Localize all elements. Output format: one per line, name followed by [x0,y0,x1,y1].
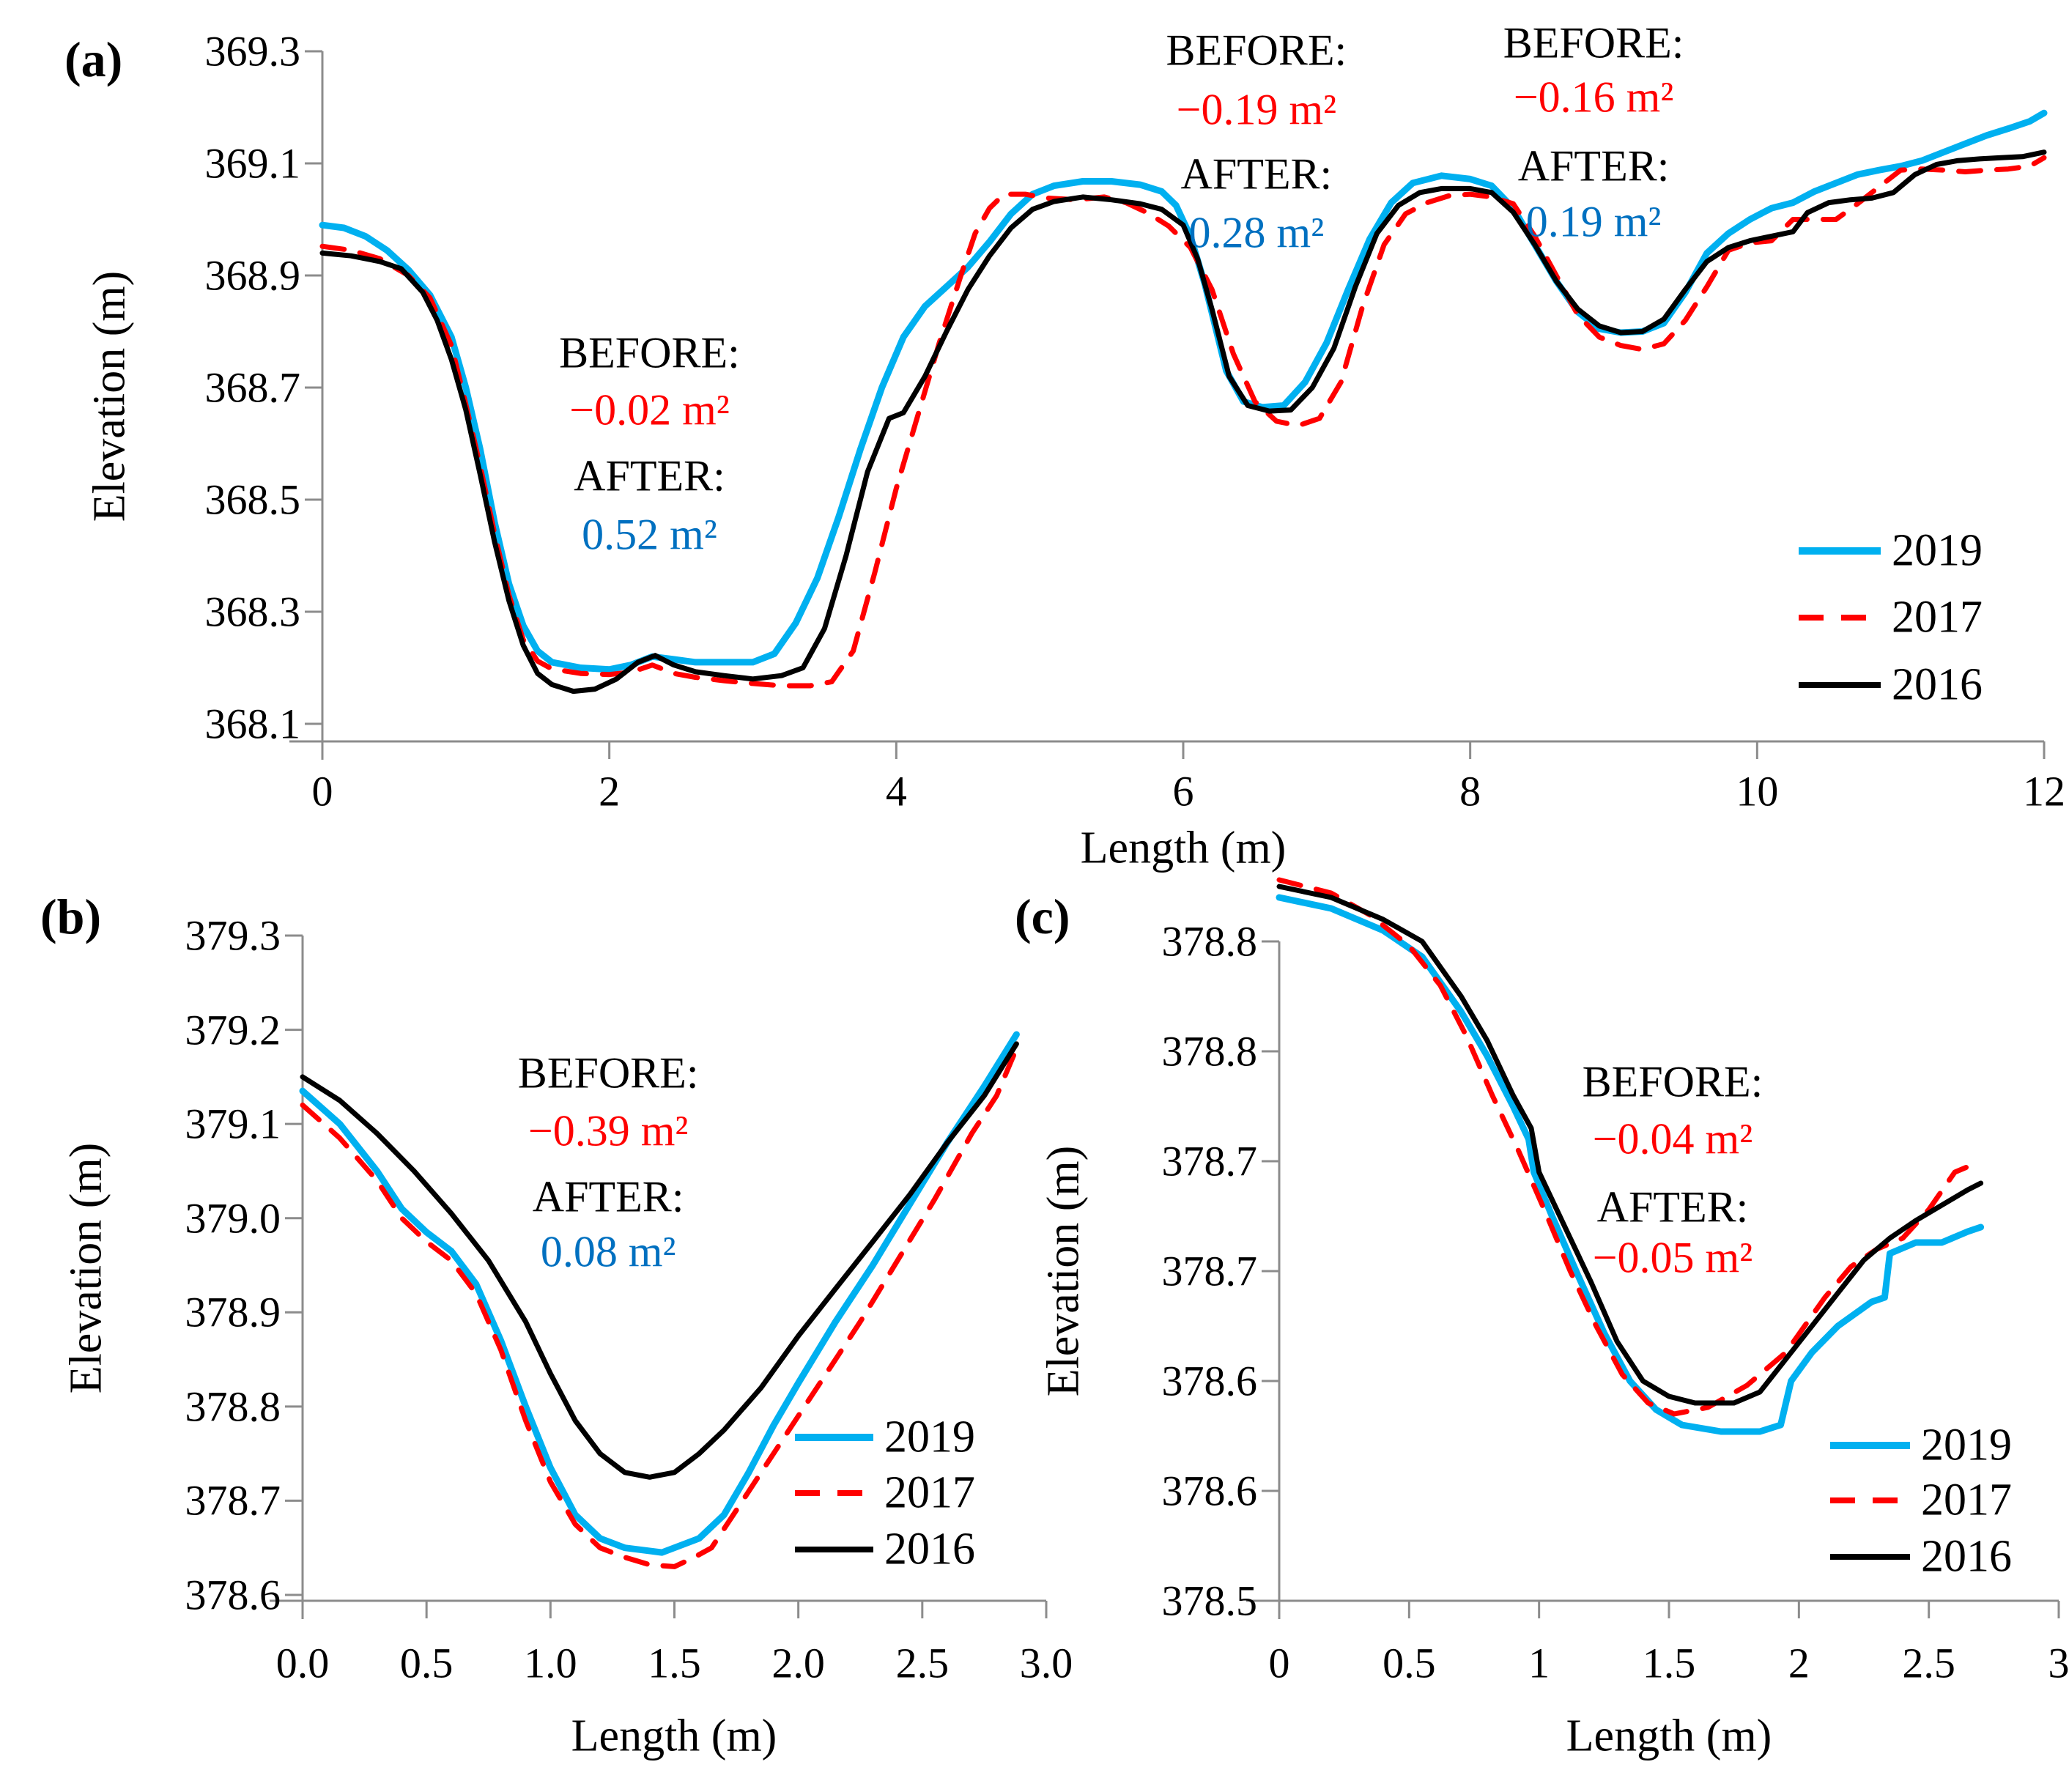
y-tick-label-b-6: 378.7 [185,1476,281,1525]
annotation-a-right-pool-line0: BEFORE: [1503,18,1684,67]
y-tick-label-c-5: 378.6 [1161,1467,1258,1515]
legend-label-2017-c: 2017 [1921,1475,2012,1525]
legend-label-2019-b: 2019 [884,1412,975,1462]
x-tick-label-b-2: 1.0 [524,1639,577,1687]
y-tick-label-a-2: 368.9 [204,251,301,300]
annotation-b-pool-line2: AFTER: [532,1172,684,1221]
series-2017-line-b [300,1045,1019,1569]
y-tick-label-b-3: 379.0 [185,1194,281,1243]
annotation-a-middle-pool-line2: AFTER: [1180,149,1333,199]
x-tick-label-b-1: 0.5 [399,1639,454,1687]
annotation-a-right-pool-line3: 0.19 m² [1525,197,1662,246]
legend-label-2019-c: 2019 [1921,1420,2012,1470]
x-tick-label-b-6: 3.0 [1019,1639,1073,1687]
x-tick-label-b-5: 2.5 [895,1639,950,1687]
x-tick-label-a-6: 12 [2022,767,2065,815]
annotation-b-pool-line0: BEFORE: [517,1048,699,1097]
x-tick-label-c-6: 3 [2048,1639,2069,1687]
series-2019-line-c [1276,894,1985,1435]
series-2016-line-b [300,1041,1019,1480]
series-2016-line-a [319,149,2047,695]
y-tick-label-c-0: 378.8 [1161,917,1258,966]
y-tick-label-c-1: 378.8 [1161,1027,1258,1075]
x-tick-label-b-4: 2.0 [771,1639,825,1687]
x-tick-label-b-3: 1.5 [648,1639,701,1687]
legend-label-2019-a: 2019 [1892,525,1983,576]
legend-label-2016-b: 2016 [884,1524,975,1574]
y-tick-label-c-6: 378.5 [1161,1577,1258,1625]
annotation-a-middle-pool-line1: −0.19 m² [1176,85,1337,134]
series-2019-line-a [319,109,2048,673]
panel-label-b: (b) [40,889,102,944]
x-axis-title-a: Length (m) [1080,823,1287,873]
x-tick-label-b-0: 0.0 [275,1639,330,1687]
x-axis-title-b: Length (m) [571,1711,777,1761]
y-tick-label-b-2: 379.1 [185,1100,281,1148]
annotation-c-pool-line2: AFTER: [1596,1182,1749,1232]
y-tick-label-c-4: 378.6 [1161,1357,1258,1405]
y-tick-label-a-6: 368.1 [204,700,301,748]
annotation-a-left-pool-line1: −0.02 m² [569,385,730,434]
annotation-a-right-pool-line2: AFTER: [1517,141,1670,190]
x-tick-label-a-0: 0 [311,767,333,815]
legend-label-2017-a: 2017 [1892,592,1983,643]
x-tick-label-a-1: 2 [599,767,621,815]
y-tick-label-a-4: 368.5 [204,475,301,524]
y-tick-label-a-0: 369.3 [204,27,301,75]
y-tick-label-b-0: 379.3 [185,911,281,960]
x-tick-label-c-3: 1.5 [1642,1639,1696,1687]
x-tick-label-a-3: 6 [1172,767,1194,815]
x-tick-label-c-4: 2 [1788,1639,1810,1687]
annotation-a-left-pool-line3: 0.52 m² [582,510,717,559]
y-tick-label-a-3: 368.7 [204,363,301,412]
y-tick-label-c-3: 378.7 [1161,1247,1258,1295]
x-tick-label-a-2: 4 [885,767,907,815]
panel-label-c: (c) [1015,889,1070,944]
annotation-b-pool-line3: 0.08 m² [540,1227,676,1276]
annotation-a-left-pool-line0: BEFORE: [559,328,740,377]
y-tick-label-a-1: 369.1 [204,139,301,188]
legend-label-2017-b: 2017 [884,1467,975,1518]
x-tick-label-c-1: 0.5 [1383,1639,1436,1687]
series-2019-line-b [299,1031,1020,1556]
y-tick-label-b-1: 379.2 [185,1006,281,1054]
y-tick-label-b-4: 378.9 [185,1288,281,1336]
y-tick-label-c-2: 378.7 [1161,1137,1258,1185]
legend-label-2016-a: 2016 [1892,659,1983,710]
y-tick-label-b-7: 378.6 [185,1571,281,1619]
x-tick-label-c-2: 1 [1528,1639,1550,1687]
annotation-a-middle-pool-line3: 0.28 m² [1188,208,1325,257]
x-tick-label-a-4: 8 [1459,767,1481,815]
x-tick-label-c-5: 2.5 [1902,1639,1955,1687]
annotation-b-pool-line1: −0.39 m² [528,1106,689,1155]
annotation-a-left-pool-line2: AFTER: [574,451,725,500]
annotation-a-right-pool-line1: −0.16 m² [1513,73,1674,122]
annotation-c-pool-line3: −0.05 m² [1592,1233,1753,1282]
annotation-a-middle-pool-line0: BEFORE: [1166,26,1347,75]
y-tick-label-b-5: 378.8 [185,1382,281,1431]
legend-label-2016-c: 2016 [1921,1531,2012,1582]
series-2016-line-c [1276,884,1984,1406]
annotation-c-pool-line0: BEFORE: [1582,1057,1763,1106]
panel-label-a: (a) [64,32,123,87]
x-tick-label-c-0: 0 [1268,1639,1290,1687]
annotation-c-pool-line1: −0.04 m² [1592,1114,1753,1163]
y-tick-label-a-5: 368.3 [204,588,301,636]
x-axis-title-c: Length (m) [1566,1711,1772,1761]
x-tick-label-a-5: 10 [1736,767,1779,815]
